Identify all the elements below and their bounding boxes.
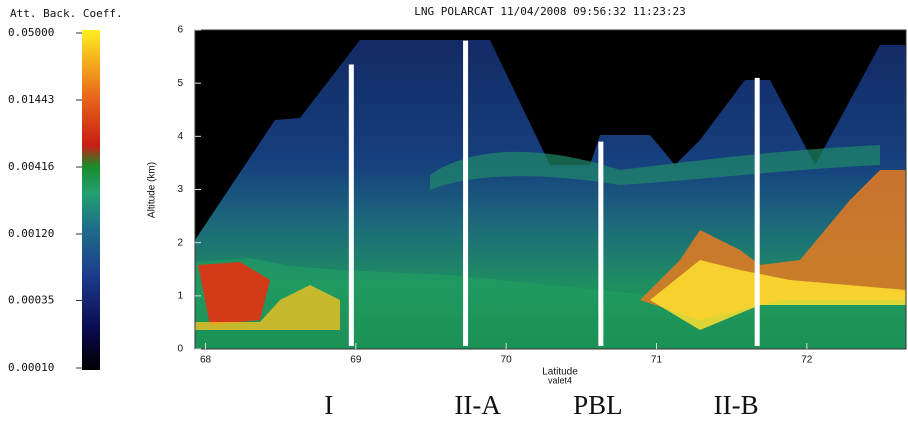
x-tick-label: 70 xyxy=(501,355,513,366)
colorbar-tick-label: 0.00035 xyxy=(8,293,54,306)
colorbar-tick-label: 0.05000 xyxy=(8,26,54,39)
x-axis-sublabel: valet4 xyxy=(548,375,572,385)
region-label: PBL xyxy=(573,390,623,420)
x-tick-label: 68 xyxy=(200,355,212,366)
y-tick-label: 0 xyxy=(177,344,183,355)
x-tick-label: 72 xyxy=(801,355,813,366)
colorbar-tick-label: 0.00010 xyxy=(8,361,54,374)
y-tick-label: 5 xyxy=(177,78,183,89)
boundary-layer xyxy=(195,258,906,349)
aerosol xyxy=(198,262,270,325)
colorbar-label: Att. Back. Coeff. xyxy=(10,7,123,20)
colorbar-tick-label: 0.00120 xyxy=(8,227,54,240)
x-tick-label: 69 xyxy=(350,355,362,366)
x-axis-label: Latitude xyxy=(542,367,578,378)
x-tick-label: 71 xyxy=(651,355,663,366)
region-label: I xyxy=(324,390,333,420)
colorbar-tick-label: 0.01443 xyxy=(8,93,54,106)
y-tick-label: 4 xyxy=(177,131,183,142)
y-tick-label: 3 xyxy=(177,184,183,195)
y-tick-label: 6 xyxy=(177,25,183,36)
colorbar xyxy=(82,30,100,370)
y-axis-label: Altitude (km) xyxy=(147,162,158,218)
region-label: II-A xyxy=(454,390,501,420)
cloud-layer xyxy=(430,145,880,190)
y-tick-label: 1 xyxy=(177,290,183,301)
y-tick-label: 2 xyxy=(177,237,183,248)
aerosol xyxy=(650,260,906,330)
colorbar-tick-label: 0.00416 xyxy=(8,160,54,173)
aerosol xyxy=(195,285,340,330)
region-label: II-B xyxy=(714,390,759,420)
chart-title: LNG POLARCAT 11/04/2008 09:56:32 11:23:2… xyxy=(414,5,686,18)
